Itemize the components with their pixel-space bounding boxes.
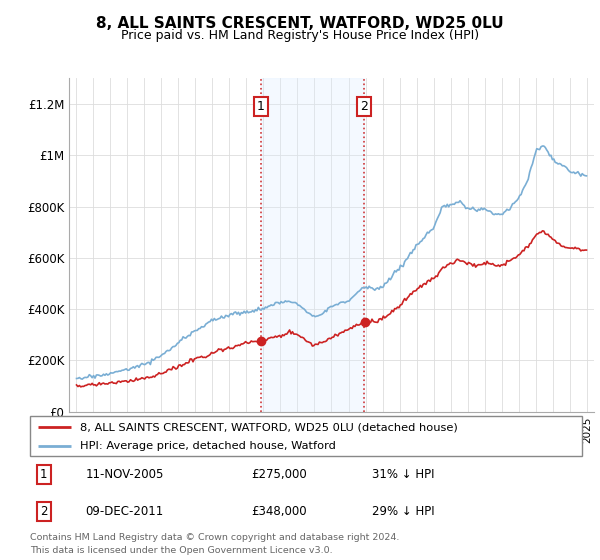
Text: 8, ALL SAINTS CRESCENT, WATFORD, WD25 0LU: 8, ALL SAINTS CRESCENT, WATFORD, WD25 0L… bbox=[96, 16, 504, 31]
Text: Price paid vs. HM Land Registry's House Price Index (HPI): Price paid vs. HM Land Registry's House … bbox=[121, 29, 479, 41]
Text: 2: 2 bbox=[40, 505, 47, 518]
Text: £275,000: £275,000 bbox=[251, 468, 307, 481]
Text: 09-DEC-2011: 09-DEC-2011 bbox=[85, 505, 163, 518]
Text: Contains HM Land Registry data © Crown copyright and database right 2024.
This d: Contains HM Land Registry data © Crown c… bbox=[30, 533, 400, 554]
Text: 11-NOV-2005: 11-NOV-2005 bbox=[85, 468, 164, 481]
FancyBboxPatch shape bbox=[30, 416, 582, 456]
Text: £348,000: £348,000 bbox=[251, 505, 307, 518]
Text: 1: 1 bbox=[257, 100, 265, 113]
Text: 31% ↓ HPI: 31% ↓ HPI bbox=[372, 468, 435, 481]
Text: HPI: Average price, detached house, Watford: HPI: Average price, detached house, Watf… bbox=[80, 441, 335, 451]
Text: 29% ↓ HPI: 29% ↓ HPI bbox=[372, 505, 435, 518]
Text: 2: 2 bbox=[360, 100, 368, 113]
Text: 1: 1 bbox=[40, 468, 47, 481]
Bar bbox=[261, 78, 364, 412]
Text: 8, ALL SAINTS CRESCENT, WATFORD, WD25 0LU (detached house): 8, ALL SAINTS CRESCENT, WATFORD, WD25 0L… bbox=[80, 422, 457, 432]
